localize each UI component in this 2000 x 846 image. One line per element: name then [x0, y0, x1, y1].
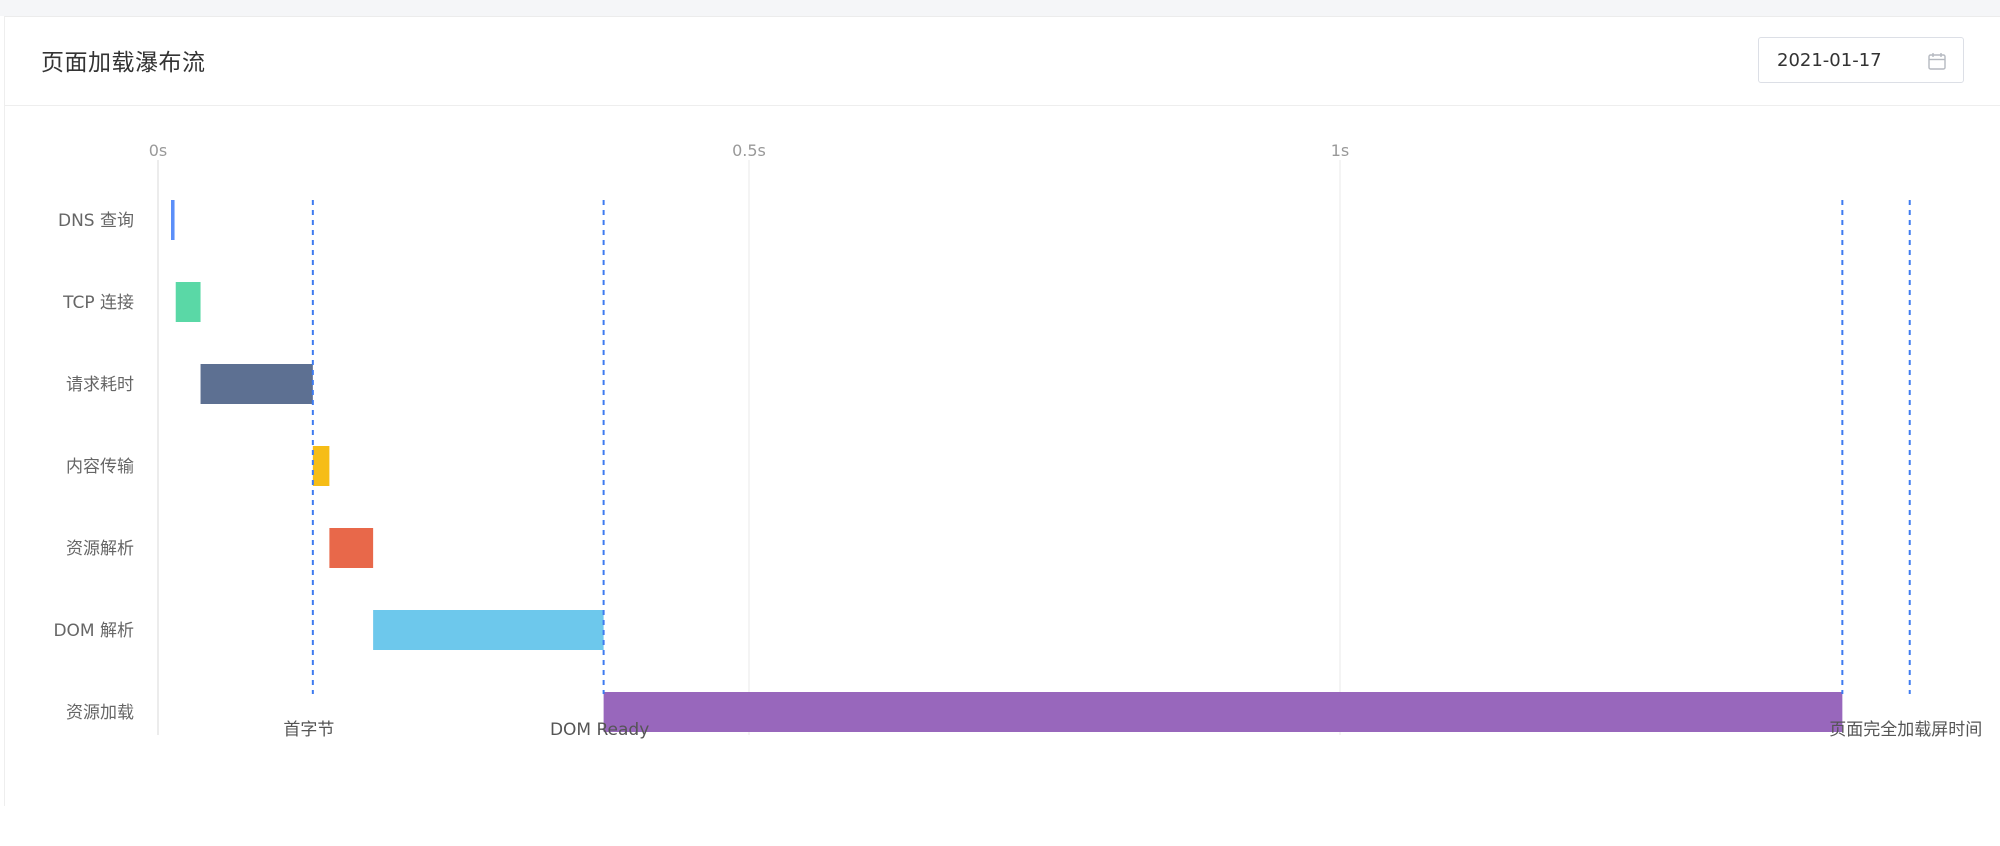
x-tick-label: 0s: [149, 141, 168, 160]
category-label: DNS 查询: [58, 211, 134, 231]
x-tick-label: 1s: [1331, 141, 1350, 160]
category-label: DOM 解析: [53, 621, 134, 641]
waterfall-bar: [373, 610, 604, 650]
waterfall-bar: [200, 364, 313, 404]
card-title: 页面加载瀑布流: [41, 50, 206, 76]
page-bottom-area: [0, 806, 2000, 846]
marker-layer: [311, 200, 1911, 694]
waterfall-bar: [171, 200, 175, 240]
marker-label: DOM Ready: [550, 720, 649, 740]
waterfall-bar: [603, 692, 1843, 732]
page-top-strip: [0, 0, 2000, 16]
card-header: 页面加载瀑布流 2021-01-17: [5, 17, 2000, 106]
category-label: 资源解析: [66, 539, 134, 559]
bar-layer: [171, 200, 1843, 732]
category-label: 内容传输: [66, 457, 134, 477]
category-label: TCP 连接: [62, 293, 134, 313]
waterfall-bar: [329, 528, 374, 568]
category-label: 请求耗时: [66, 375, 134, 395]
x-tick-label: 0.5s: [732, 141, 766, 160]
waterfall-bar: [175, 282, 201, 322]
waterfall-card: 页面加载瀑布流 2021-01-17: [4, 16, 2000, 807]
marker-label: 页面完全加载屏时间: [1829, 720, 1982, 740]
calendar-icon[interactable]: [1927, 51, 1947, 71]
date-picker-value[interactable]: 2021-01-17: [1777, 50, 1882, 71]
date-picker[interactable]: 2021-01-17: [1758, 37, 1964, 83]
waterfall-bar: [312, 446, 330, 486]
grid-layer: [157, 160, 1341, 735]
marker-label: 首字节: [283, 720, 334, 740]
category-label: 资源加载: [66, 703, 134, 723]
